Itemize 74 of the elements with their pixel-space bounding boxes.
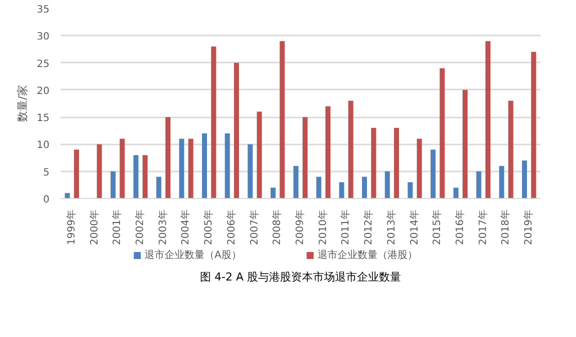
bar: [384, 171, 390, 198]
x-tick-label: 2011年: [340, 209, 352, 245]
bar: [440, 68, 445, 198]
x-tick-label: 2019年: [522, 209, 535, 245]
bar: [64, 193, 70, 198]
x-tick-label: 2010年: [316, 209, 329, 245]
bar: [339, 182, 344, 198]
bar: [408, 182, 413, 198]
bar: [120, 138, 125, 198]
y-tick-label: 0: [43, 194, 50, 206]
bar: [156, 176, 162, 198]
bar: [110, 171, 116, 198]
bar: [316, 176, 322, 198]
bar: [531, 52, 536, 198]
bar: [142, 155, 148, 198]
y-tick-label: 35: [36, 4, 50, 16]
bar: [280, 41, 285, 198]
x-tick-label: 2005年: [202, 209, 215, 245]
bar: [394, 128, 400, 198]
bar: [256, 112, 262, 198]
x-tick-label: 2006年: [225, 209, 238, 245]
bar: [211, 46, 216, 198]
x-tick-label: 2015年: [431, 209, 444, 245]
bar: [325, 106, 330, 198]
bar: [462, 90, 468, 198]
x-tick-label: 2009年: [294, 209, 306, 245]
x-tick-label: 2004年: [180, 209, 192, 245]
x-tick-label: 2016年: [454, 209, 466, 245]
bar: [165, 117, 170, 198]
x-tick-label: 2002年: [134, 209, 146, 245]
bar: [476, 171, 482, 198]
y-axis-title: 数量/家: [16, 85, 29, 122]
bar: [522, 160, 528, 198]
bar: [202, 133, 208, 198]
y-tick-label: 15: [36, 113, 50, 124]
x-tick-label: 2007年: [248, 209, 260, 245]
bar: [430, 150, 436, 198]
bar: [74, 150, 80, 198]
x-tick-label: 2018年: [500, 209, 512, 245]
bar: [224, 133, 230, 198]
x-tick-label: 2003年: [156, 209, 169, 245]
bar: [371, 128, 376, 198]
bar: [179, 138, 184, 198]
bar: [302, 117, 308, 198]
legend-label: 退市企业数量（A股）: [144, 249, 242, 261]
bar: [188, 138, 194, 198]
bar: [234, 62, 240, 198]
y-tick-label: 20: [36, 86, 50, 97]
bar: [485, 41, 490, 198]
x-tick-label: 2014年: [408, 209, 420, 245]
bar: [362, 176, 368, 198]
x-tick-label: 2001年: [111, 209, 124, 245]
y-tick-label: 5: [43, 167, 50, 178]
bar: [508, 100, 514, 198]
bar: [416, 138, 422, 198]
bar: [133, 155, 138, 198]
x-tick-label: 2008年: [271, 209, 284, 245]
x-tick-label: 2000年: [88, 209, 100, 245]
y-tick-label: 25: [36, 58, 50, 70]
y-tick-label: 10: [36, 140, 50, 152]
bar: [453, 188, 458, 198]
x-tick-label: 2013年: [385, 209, 398, 245]
bar: [96, 144, 102, 198]
bar: [499, 166, 504, 198]
legend-label: 退市企业数量（港股）: [317, 249, 418, 261]
x-tick-label: 1999年: [65, 209, 78, 245]
bar: [348, 100, 354, 198]
x-tick-label: 2012年: [362, 209, 375, 245]
y-tick-label: 30: [36, 32, 50, 43]
bar: [270, 188, 276, 198]
text: 图 4-2 A 股与港股资本市场退市企业数量: [200, 270, 401, 284]
bar: [293, 166, 298, 198]
bar: [248, 144, 253, 198]
x-tick-label: 2017年: [476, 209, 489, 245]
